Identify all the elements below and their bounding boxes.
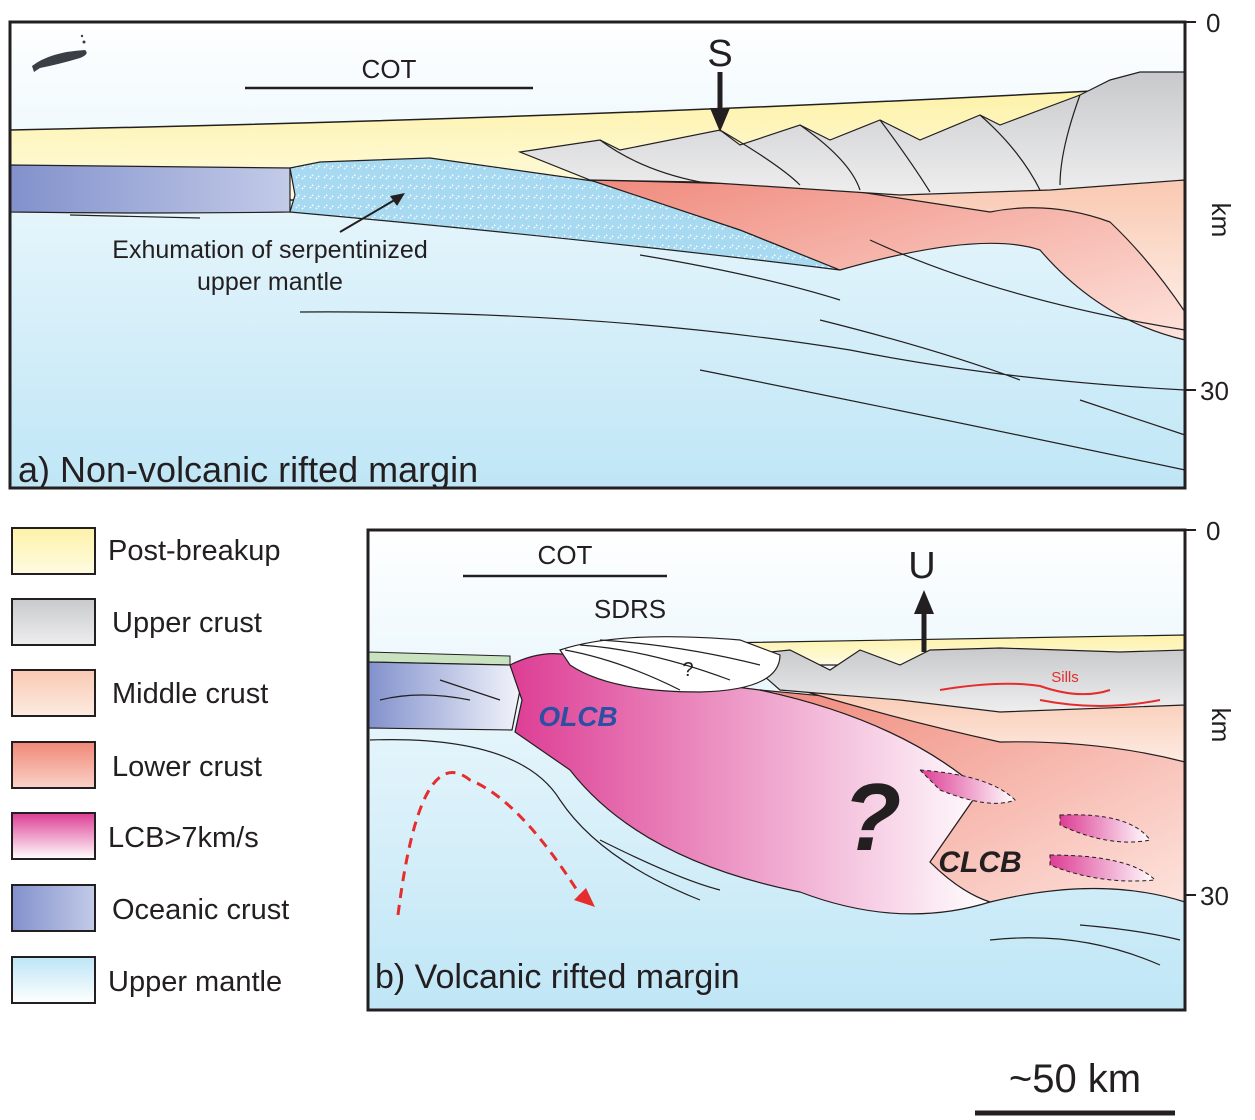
legend-label: Upper crust xyxy=(112,607,262,639)
arrowhead xyxy=(390,193,405,206)
clcb-label: CLCB xyxy=(938,846,1021,879)
legend-swatch xyxy=(11,669,96,717)
whale-icon xyxy=(32,34,87,72)
legend-swatch xyxy=(11,741,96,789)
depth-tick: 0 xyxy=(1206,8,1220,38)
panel-label: a) Non-volcanic rifted margin xyxy=(18,449,478,490)
mantle-lines xyxy=(69,214,1186,471)
scale-label: ~50 km xyxy=(1009,1057,1141,1101)
subsidence-label: S xyxy=(707,33,732,75)
mantle-lines xyxy=(369,679,1181,966)
arrowhead xyxy=(574,888,595,907)
uplift-label: U xyxy=(908,545,935,587)
depth-tick: 30 xyxy=(1200,881,1229,911)
legend-label: Oceanic crust xyxy=(112,894,289,926)
lower-crust xyxy=(589,179,1186,341)
olcb-label: OLCB xyxy=(538,701,617,732)
legend-swatch xyxy=(11,956,96,1004)
legend-label: Lower crust xyxy=(112,751,262,783)
depth-tick: 0 xyxy=(1206,516,1220,546)
panel-label: b) Volcanic rifted margin xyxy=(375,958,740,996)
cot-label: COT xyxy=(362,54,417,84)
legend-swatch xyxy=(11,812,96,860)
sills xyxy=(939,682,1161,707)
question-label: ? xyxy=(843,764,902,871)
legend: Post-breakup Upper crust Middle crust Lo… xyxy=(11,527,289,1004)
annotation-arrow xyxy=(339,197,399,233)
sills-label: Sills xyxy=(1051,669,1079,686)
lcb-lens xyxy=(1049,854,1157,882)
lcb-lens xyxy=(918,769,1016,804)
annotation: upper mantle xyxy=(197,268,343,296)
oceanic-crust xyxy=(9,164,291,214)
sdrs-question: ? xyxy=(682,659,693,681)
sdrs-lines xyxy=(564,639,761,691)
depth-unit: km xyxy=(1206,203,1236,238)
flow-arrow xyxy=(396,771,582,916)
legend-label: LCB>7km/s xyxy=(108,822,259,854)
frame xyxy=(366,528,1187,1012)
legend-swatch xyxy=(11,527,96,575)
panel-a: COT S Exhumation of serpentinized upper … xyxy=(8,8,1236,490)
depth-tick: 30 xyxy=(1200,376,1229,406)
cot-label: COT xyxy=(538,540,593,570)
depth-unit: km xyxy=(1206,708,1236,743)
sdrs-label: SDRS xyxy=(594,594,666,624)
legend-label: Post-breakup xyxy=(108,535,281,567)
legend-swatch xyxy=(11,884,96,932)
arrowhead xyxy=(710,108,730,132)
legend-label: Middle crust xyxy=(112,678,268,710)
middle-crust xyxy=(859,179,1186,314)
legend-label: Upper mantle xyxy=(108,966,282,998)
annotation: Exhumation of serpentinized xyxy=(112,236,427,264)
panel-b: COT SDRS ? U OLCB ? CLCB Sills b) Volcan… xyxy=(366,516,1236,1012)
upper-crust xyxy=(517,71,1186,196)
arrowhead xyxy=(914,590,934,614)
faults xyxy=(599,94,1081,193)
lcb-lens xyxy=(1059,814,1151,843)
frame xyxy=(8,20,1187,490)
legend-swatch xyxy=(11,598,96,646)
upper-crust xyxy=(738,647,1186,713)
